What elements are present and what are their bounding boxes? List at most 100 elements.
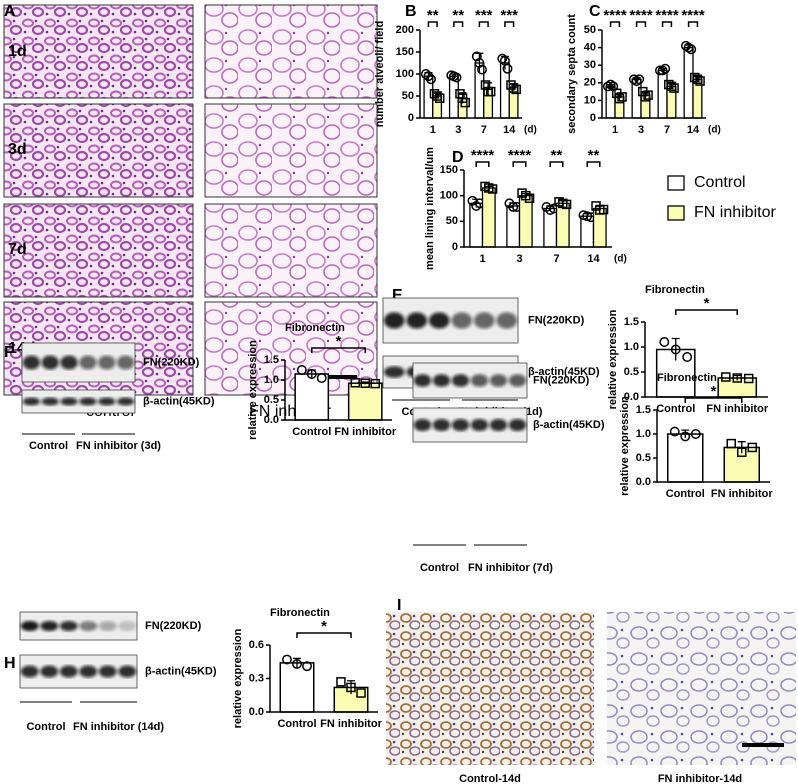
- y-axis-label: relative expression: [607, 309, 619, 409]
- significance-bracket: [478, 21, 489, 27]
- significance-label: **: [588, 147, 600, 164]
- significance-bracket: [512, 161, 527, 167]
- blot-band: [59, 665, 78, 678]
- chart-title: Fibronectin: [645, 284, 705, 296]
- ihc-image: [607, 612, 796, 765]
- significance-bracket: [635, 21, 647, 27]
- significance-label: ***: [500, 7, 518, 24]
- band-label: FN(220KD): [528, 314, 585, 326]
- data-point: [614, 93, 625, 104]
- y-tick-label: 0.5: [264, 394, 279, 406]
- data-point: [654, 65, 665, 76]
- data-point: [511, 84, 521, 95]
- x-tick-label: FN inhibitor: [334, 426, 396, 438]
- blot-band: [489, 418, 508, 432]
- blot-band: [98, 397, 116, 406]
- band-label: β-actin(45KD): [528, 366, 600, 378]
- panel-label: B: [405, 3, 417, 20]
- blot-frame: [19, 611, 138, 641]
- blot-band: [406, 312, 428, 329]
- blot-band: [116, 397, 135, 406]
- significance-label: ****: [508, 147, 532, 164]
- error-bar: [681, 429, 690, 438]
- y-tick-label: 1.0: [636, 428, 651, 440]
- significance-label: ****: [681, 7, 705, 24]
- micrograph: [3, 4, 194, 99]
- micrograph: [204, 103, 378, 198]
- group-label: FN inhibitor (7d): [468, 562, 553, 574]
- bar: [518, 195, 533, 248]
- y-tick-label: 50: [402, 90, 414, 102]
- error-bar: [737, 441, 746, 454]
- x-tick-label: 3: [638, 124, 644, 136]
- data-point: [370, 378, 380, 389]
- data-point: [628, 74, 639, 85]
- micrograph: [3, 203, 194, 298]
- band-label: FN(220KD): [533, 374, 590, 386]
- significance-label: **: [452, 7, 464, 24]
- blot-band: [98, 620, 117, 632]
- significance-bracket: [609, 21, 621, 27]
- x-tick-label: FN inhibitor: [711, 488, 773, 500]
- blot-band: [116, 355, 135, 370]
- x-tick-label: Control: [666, 488, 705, 500]
- data-point: [640, 92, 651, 102]
- blot-band: [60, 397, 78, 406]
- blot-band: [451, 374, 470, 387]
- y-tick-label: 0: [408, 112, 414, 124]
- data-point: [502, 63, 513, 74]
- blot-band: [473, 312, 495, 329]
- significance-bracket: [453, 21, 464, 27]
- chart-title: Fibronectin: [657, 372, 717, 384]
- x-axis-label: (d): [614, 254, 627, 265]
- significance-bracket: [311, 347, 366, 353]
- data-point: [605, 79, 616, 90]
- blot-band: [383, 366, 405, 378]
- blot-frame: [19, 654, 138, 689]
- significance-bracket: [687, 21, 699, 27]
- row-label: 7d: [8, 241, 27, 258]
- blot-band: [451, 312, 473, 329]
- blot-band: [470, 418, 489, 432]
- blot-band: [383, 312, 405, 329]
- x-tick-label: FN inhibitor: [706, 403, 768, 415]
- x-tick-label: 1: [430, 124, 436, 136]
- blot-band: [508, 374, 527, 387]
- data-point: [669, 83, 679, 93]
- y-tick-label: 1.0: [264, 374, 279, 386]
- y-tick-label: 100: [440, 190, 458, 202]
- chart-title: Fibronectin: [285, 322, 345, 334]
- data-point: [423, 71, 434, 82]
- data-point: [660, 63, 671, 74]
- blot-band: [22, 355, 41, 370]
- data-point: [598, 204, 609, 215]
- significance-label: **: [427, 7, 439, 24]
- data-point: [602, 81, 613, 92]
- blot-band: [41, 397, 59, 406]
- y-tick-label: 150: [396, 46, 414, 58]
- x-tick-label: 14: [687, 124, 700, 136]
- data-point: [282, 654, 292, 665]
- y-tick-label: 200: [396, 24, 414, 36]
- x-tick-label: 1: [612, 124, 618, 136]
- bar: [294, 373, 330, 421]
- blot-band: [59, 620, 78, 632]
- bar: [555, 202, 570, 248]
- data-point: [356, 688, 366, 698]
- data-point: [643, 90, 653, 100]
- x-axis-label: (d): [708, 125, 721, 136]
- x-tick-label: 14: [503, 124, 516, 136]
- panel-label: E: [392, 287, 403, 304]
- blot-band: [40, 665, 59, 678]
- y-tick-label: 0.6: [249, 639, 264, 651]
- group-label: Control: [420, 562, 459, 574]
- data-point: [350, 378, 361, 388]
- bar: [347, 382, 383, 421]
- data-point: [292, 659, 302, 669]
- micrograph: [3, 103, 194, 198]
- data-point: [480, 80, 491, 90]
- significance-label: ****: [471, 147, 495, 164]
- data-point: [460, 97, 470, 108]
- bar: [657, 69, 668, 119]
